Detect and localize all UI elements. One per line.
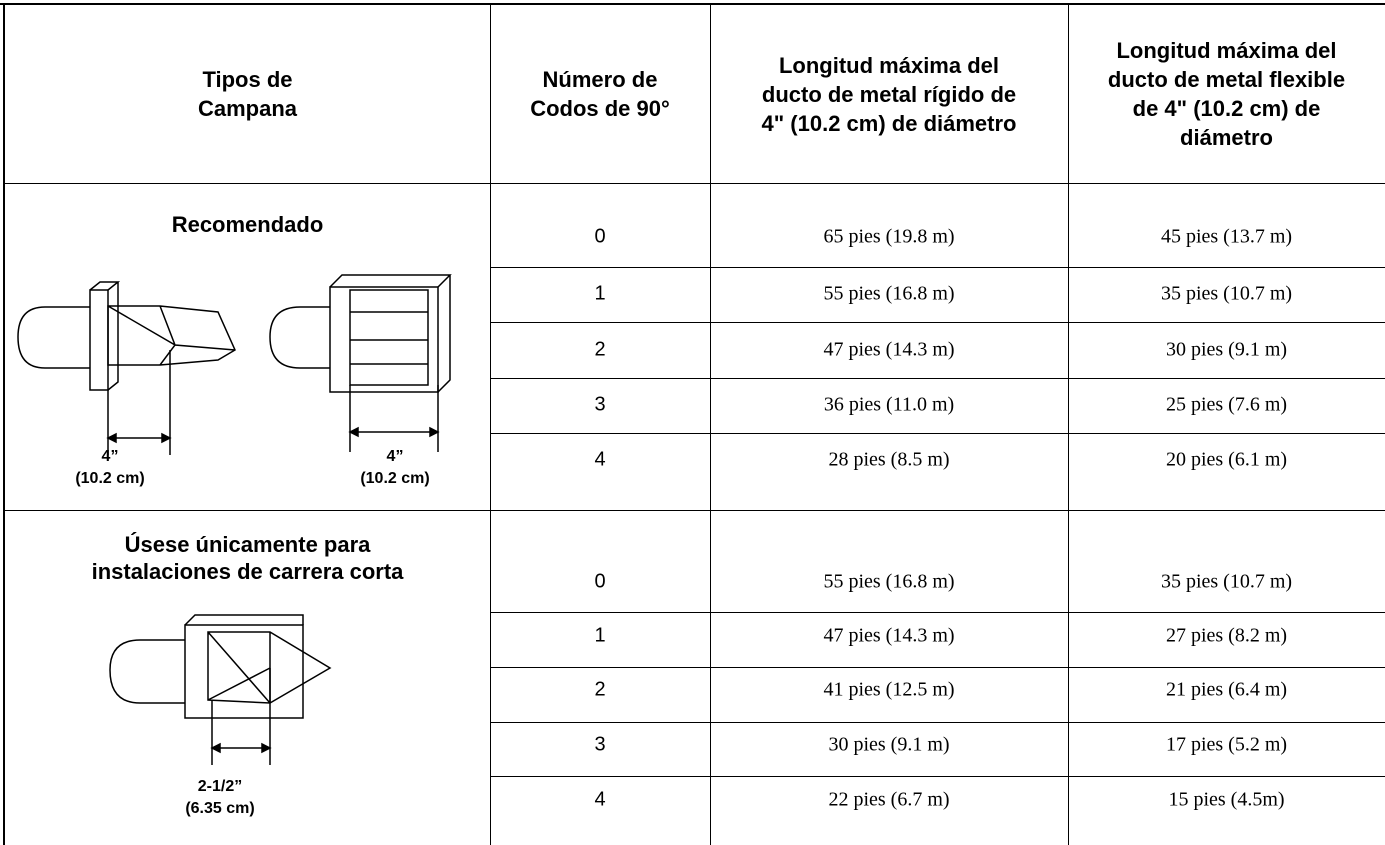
row-line: [490, 322, 1385, 323]
dimension-metric: (10.2 cm): [360, 470, 430, 487]
row-line: [490, 776, 1385, 777]
row-line: [3, 510, 1385, 511]
elbow-count: 2: [594, 338, 606, 361]
header-cell: Número de Codos de 90°: [490, 5, 710, 183]
column-line: [490, 3, 491, 845]
header-line: Número de: [542, 67, 658, 92]
dimension-metric: (10.2 cm): [75, 470, 145, 487]
header-line: ducto de metal flexible: [1107, 67, 1346, 92]
flexible-length: 20 pies (6.1 m): [1165, 448, 1288, 471]
rigid-length: 65 pies (19.8 m): [823, 225, 955, 248]
flexible-length: 17 pies (5.2 m): [1165, 733, 1288, 756]
rigid-length: 55 pies (16.8 m): [823, 282, 955, 305]
flexible-length: 35 pies (10.7 m): [1160, 282, 1293, 305]
header-line: Longitud máxima del: [778, 52, 1000, 78]
row-line: [490, 267, 1385, 268]
rigid-length: 36 pies (11.0 m): [823, 393, 955, 416]
border: [0, 3, 1385, 5]
header-cell: Tipos de Campana: [5, 5, 490, 183]
flexible-length: 25 pies (7.6 m): [1165, 393, 1288, 416]
dimension-size: 4”: [101, 448, 119, 465]
flexible-length: 30 pies (9.1 m): [1165, 338, 1288, 361]
rigid-length: 47 pies (14.3 m): [823, 338, 955, 361]
section-title: Recomendado: [171, 212, 324, 237]
header-line: 4" (10.2 cm) de diámetro: [761, 110, 1017, 136]
row-line: [490, 667, 1385, 668]
section-title: instalaciones de carrera corta: [91, 559, 404, 584]
elbow-count: 0: [594, 225, 606, 248]
header-line: de 4" (10.2 cm) de: [1132, 96, 1321, 121]
row-line: [3, 183, 1385, 184]
flexible-length: 35 pies (10.7 m): [1160, 570, 1293, 593]
rigid-length: 28 pies (8.5 m): [828, 448, 950, 471]
header-line: Longitud máxima del: [1116, 38, 1337, 63]
header-line: diámetro: [1180, 125, 1273, 150]
elbow-count: 1: [594, 624, 606, 647]
flexible-length: 27 pies (8.2 m): [1165, 624, 1288, 647]
row-line: [490, 612, 1385, 613]
header-line: Tipos de: [202, 67, 293, 92]
flexible-length: 45 pies (13.7 m): [1160, 225, 1293, 248]
rigid-length: 22 pies (6.7 m): [828, 788, 950, 811]
elbow-count: 3: [594, 733, 606, 756]
row-line: [490, 378, 1385, 379]
dimension-size: 4”: [386, 448, 404, 465]
dimension-size: 2-1/2”: [197, 778, 243, 795]
dimension-metric: (6.35 cm): [185, 800, 255, 817]
header-cell: Longitud máxima del ducto de metal rígido…: [710, 5, 1068, 183]
elbow-count: 0: [594, 570, 606, 593]
elbow-count: 4: [594, 448, 606, 471]
border: [3, 3, 5, 845]
header-line: ducto de metal rígido de: [761, 81, 1017, 107]
hood-square: [269, 274, 452, 452]
row-line: [490, 722, 1385, 723]
flexible-length: 15 pies (4.5m): [1168, 788, 1285, 811]
row-line: [490, 433, 1385, 434]
header-cell: Longitud máxima del ducto de metal flexib…: [1068, 5, 1385, 183]
hood-short-run: [109, 614, 332, 765]
rigid-length: 47 pies (14.3 m): [823, 624, 955, 647]
header-line: Campana: [197, 96, 298, 121]
elbow-count: 4: [594, 788, 606, 811]
section-title: Úsese únicamente para: [124, 532, 371, 557]
elbow-count: 1: [594, 282, 606, 305]
rigid-length: 55 pies (16.8 m): [823, 570, 955, 593]
elbow-count: 3: [594, 393, 606, 416]
elbow-count: 2: [594, 678, 606, 701]
header-line: Codos de 90°: [530, 96, 670, 121]
hood-louvered: [17, 281, 236, 455]
flexible-length: 21 pies (6.4 m): [1165, 678, 1288, 701]
rigid-length: 30 pies (9.1 m): [828, 733, 950, 756]
column-line: [710, 3, 711, 845]
rigid-length: 41 pies (12.5 m): [823, 678, 955, 701]
column-line: [1068, 3, 1069, 845]
